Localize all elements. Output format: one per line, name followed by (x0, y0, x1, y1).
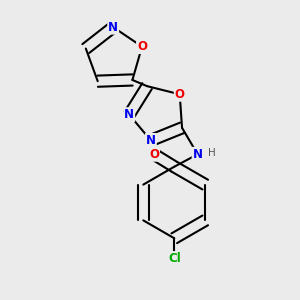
Text: N: N (108, 21, 118, 34)
Text: N: N (193, 148, 202, 161)
Text: H: H (208, 148, 215, 158)
Text: O: O (149, 148, 159, 161)
Text: Cl: Cl (168, 252, 181, 265)
Text: O: O (137, 40, 147, 53)
Text: O: O (175, 88, 185, 101)
Text: N: N (124, 108, 134, 121)
Text: N: N (146, 134, 156, 147)
